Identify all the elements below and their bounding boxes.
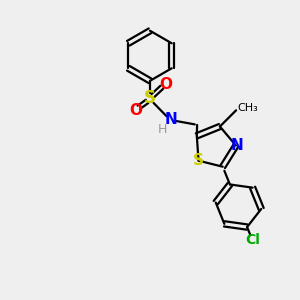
- Text: O: O: [129, 103, 142, 118]
- Text: Cl: Cl: [245, 233, 260, 247]
- Text: O: O: [159, 77, 172, 92]
- Text: N: N: [231, 138, 244, 153]
- Text: N: N: [164, 112, 177, 127]
- Text: CH₃: CH₃: [238, 103, 258, 113]
- Text: S: S: [144, 89, 156, 107]
- Text: S: S: [193, 153, 204, 168]
- Text: H: H: [158, 123, 167, 136]
